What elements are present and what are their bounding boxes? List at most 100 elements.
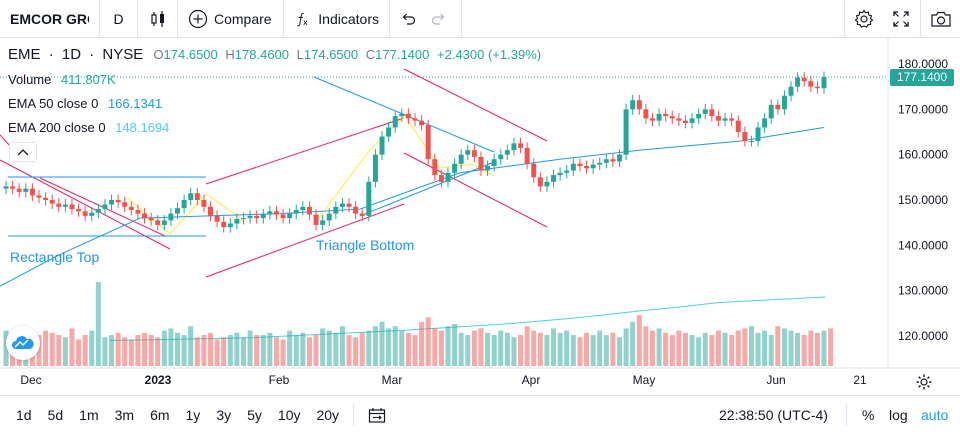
volume-bar (155, 337, 161, 366)
rectangle-top-label[interactable]: Rectangle Top (10, 249, 100, 265)
screenshot-button[interactable] (920, 0, 960, 38)
candle-body (412, 118, 418, 121)
volume-bar (188, 326, 194, 366)
time-axis[interactable]: Dec 2023 Feb Mar Apr May Jun 21 (20, 373, 932, 390)
candle-body (656, 113, 662, 121)
price-axis-label: 170.0000 (898, 102, 948, 116)
settings-button[interactable] (844, 0, 882, 38)
collapse-legend-button[interactable] (9, 142, 37, 162)
price-axis-label: 160.0000 (898, 148, 948, 162)
range-button-5d[interactable]: 5d (47, 406, 64, 423)
volume-bar (425, 317, 431, 366)
candle-body (306, 206, 312, 215)
range-button-20y[interactable]: 20y (316, 406, 340, 423)
volume-bar (544, 335, 550, 366)
range-buttons: 1d 5d 1m 3m 6m 1y 3y 5y 10y 20y (8, 407, 347, 423)
range-button-10y[interactable]: 10y (277, 406, 301, 423)
range-button-1m[interactable]: 1m (79, 406, 99, 423)
candle-body (551, 175, 557, 182)
candle-body (115, 200, 121, 203)
interval-label: D (113, 10, 124, 27)
chart-area[interactable]: 180.0000 170.0000 160.0000 150.0000 140.0000… (0, 38, 960, 394)
candle-body (221, 221, 227, 228)
price-axis[interactable]: 180.0000 170.0000 160.0000 150.0000 140.0000… (0, 57, 948, 343)
candle-body (313, 214, 319, 225)
volume-bar (755, 332, 761, 366)
candle-body (135, 209, 141, 214)
volume-label: Volume (8, 72, 52, 87)
range-button-1y[interactable]: 1y (185, 406, 201, 423)
interval-button[interactable]: D (100, 0, 138, 38)
candle-body (452, 163, 458, 173)
volume-bar (669, 335, 675, 366)
volume-bar (221, 337, 227, 366)
candle-body (643, 109, 649, 119)
compare-button[interactable]: Compare (178, 0, 284, 38)
price-chart[interactable]: 180.0000 170.0000 160.0000 150.0000 140.0000… (0, 38, 960, 394)
auto-toggle[interactable]: auto (921, 396, 948, 434)
volume-bar (102, 337, 108, 366)
volume-bar (715, 330, 721, 366)
clock-display[interactable]: 22:38:50 (UTC-4) (719, 396, 828, 434)
price-axis-label: 150.0000 (898, 193, 948, 207)
volume-bar (240, 337, 246, 366)
candle-body (584, 166, 590, 169)
time-axis-label: May (633, 373, 656, 387)
tradingview-logo-button[interactable] (6, 326, 40, 360)
candle-body (577, 163, 583, 166)
candle-body (346, 203, 352, 207)
symbol-search[interactable]: EMCOR GRO (0, 0, 100, 38)
volume-legend: Volume 411.807K (8, 72, 116, 87)
time-axis-label: Dec (20, 373, 41, 387)
range-button-5y[interactable]: 5y (247, 406, 262, 423)
volume-bar (386, 328, 392, 366)
indicators-button[interactable]: Indicators (284, 0, 390, 38)
volume-bar (161, 330, 167, 366)
candle-body (781, 95, 787, 110)
axis-settings-icon (916, 374, 932, 390)
candle-body (498, 154, 504, 160)
candle-body (386, 127, 392, 137)
candle-body (76, 209, 82, 212)
candle-body (142, 213, 148, 219)
candle-body (597, 162, 603, 165)
percent-label: % (862, 407, 875, 423)
volume-bar (399, 330, 405, 366)
candle-body (715, 116, 721, 121)
candle-body (649, 118, 655, 121)
range-button-3y[interactable]: 3y (216, 406, 232, 423)
ema-lines (0, 126, 826, 342)
plus-circle-icon (188, 9, 208, 28)
gear-icon (854, 9, 873, 28)
candle-body (511, 143, 517, 151)
indicators-label: Indicators (318, 10, 379, 27)
range-button-1d[interactable]: 1d (16, 406, 32, 423)
candle-body (438, 175, 444, 182)
price-axis-label: 120.0000 (898, 329, 948, 343)
volume-bar (419, 321, 425, 366)
volume-bar (175, 332, 181, 366)
candle-body (669, 116, 675, 119)
chart-type-button[interactable] (138, 0, 178, 38)
volume-bar (109, 335, 115, 366)
redo-button[interactable] (422, 0, 462, 38)
range-button-3m[interactable]: 3m (114, 406, 135, 423)
triangle-bottom-label[interactable]: Triangle Bottom (316, 237, 415, 253)
candle-body (775, 104, 781, 110)
fullscreen-button[interactable] (882, 0, 920, 38)
candle-body (504, 150, 510, 155)
percent-toggle[interactable]: % (862, 396, 874, 434)
ema200-label: EMA 200 close 0 (8, 120, 106, 135)
symbol-name: EMCOR GRO (10, 10, 89, 27)
undo-button[interactable] (394, 0, 422, 38)
candle-body (326, 213, 332, 221)
volume-bar (62, 337, 68, 366)
range-button-6m[interactable]: 6m (150, 406, 170, 423)
volume-bar (313, 335, 319, 366)
low-label: L (296, 47, 304, 62)
log-toggle[interactable]: log (889, 396, 908, 434)
time-axis-label: Mar (382, 373, 403, 387)
volume-bar (267, 332, 273, 366)
volume-bar (359, 332, 365, 366)
date-range-button[interactable] (360, 396, 394, 434)
